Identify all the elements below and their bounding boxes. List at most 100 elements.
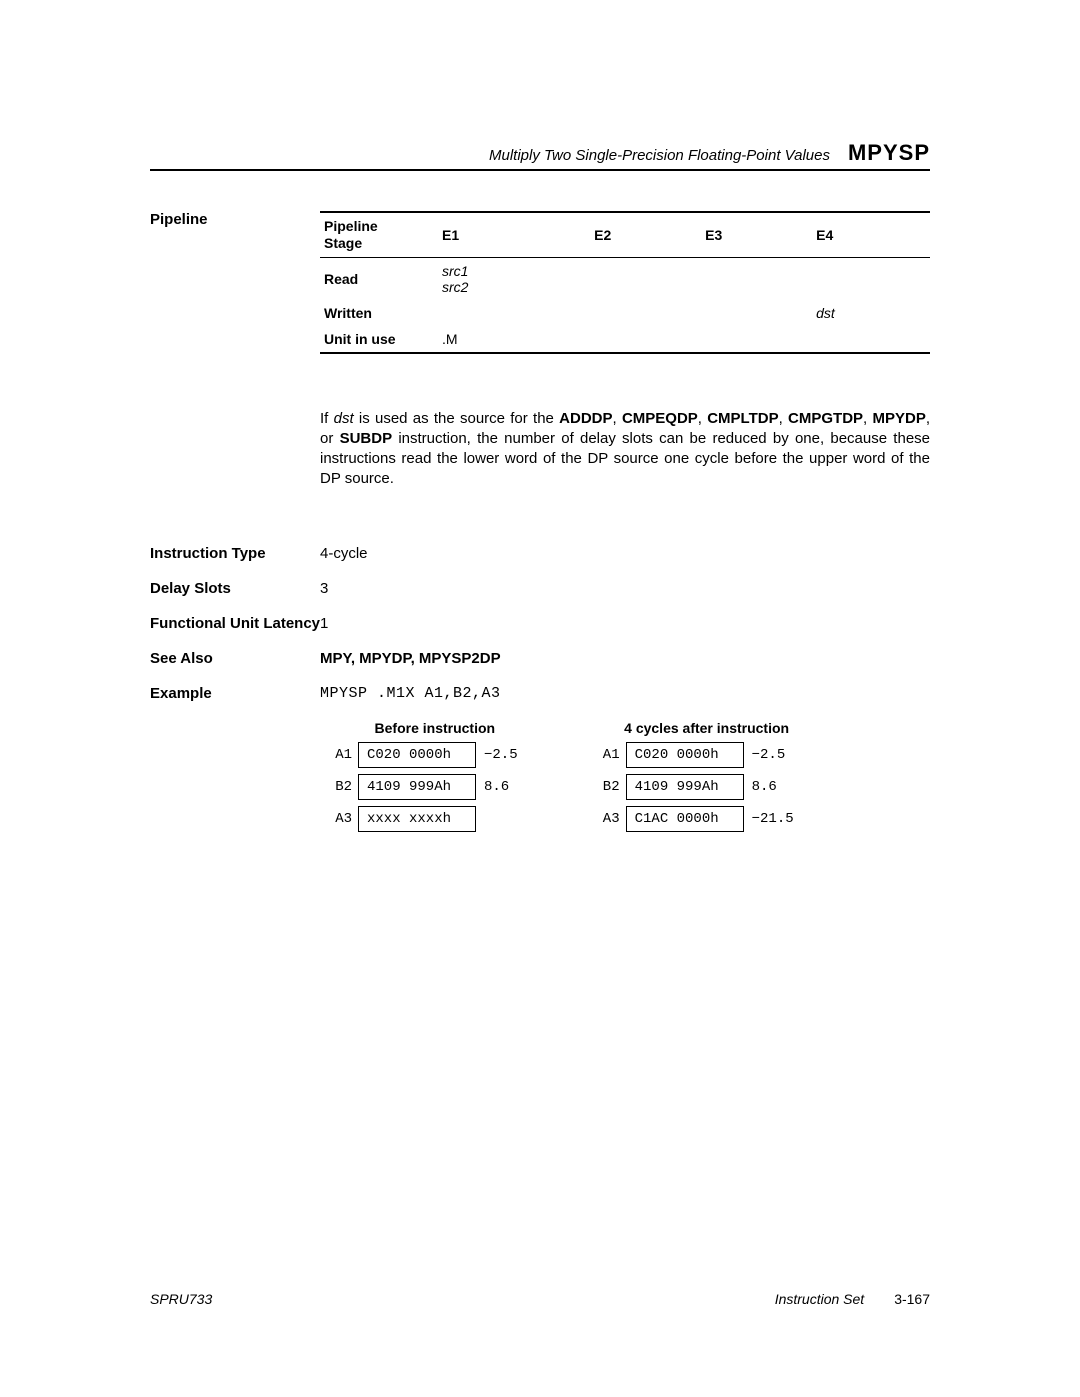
col-e4: E4 (812, 212, 930, 257)
pipeline-section: Pipeline PipelineStage E1 E2 E3 E4 (150, 211, 930, 490)
reg-hex: C1AC 0000h (626, 806, 744, 832)
reg-hex: 4109 999Ah (626, 774, 744, 800)
spec-value: 3 (320, 580, 930, 597)
page-footer: SPRU733 Instruction Set 3-167 (150, 1291, 930, 1307)
reg-row: A3 C1AC 0000h −21.5 (588, 806, 794, 832)
footer-set: Instruction Set (775, 1291, 865, 1307)
example-tables-inner: Before instruction A1 C020 0000h −2.5 B2… (320, 702, 930, 838)
text: CMPLTDP (707, 410, 778, 427)
reg-row: A3 xxxx xxxxh (320, 806, 518, 832)
spec-row: Delay Slots 3 (150, 580, 930, 597)
spec-row: Functional Unit Latency 1 (150, 615, 930, 632)
specs: Instruction Type 4-cycle Delay Slots 3 F… (150, 545, 930, 838)
reg-name: B2 (320, 779, 358, 795)
example-wrap: Before instruction A1 C020 0000h −2.5 B2… (320, 720, 930, 838)
reg-val: −2.5 (744, 747, 786, 763)
cell: dst (812, 300, 930, 326)
cell (438, 300, 590, 326)
spec-value: MPY, MPYDP, MPYSP2DP (320, 650, 930, 667)
text: , (698, 410, 707, 427)
example-tables: Before instruction A1 C020 0000h −2.5 B2… (150, 702, 930, 838)
reg-hex: C020 0000h (358, 742, 476, 768)
spec-row: Instruction Type 4-cycle (150, 545, 930, 562)
spec-value: 4-cycle (320, 545, 930, 562)
header-mnemonic: MPYSP (848, 140, 930, 166)
reg-val: −2.5 (476, 747, 518, 763)
row-label: Written (320, 300, 438, 326)
example-title: 4 cycles after instruction (588, 720, 794, 736)
text: , (779, 410, 788, 427)
spec-label: Example (150, 685, 320, 702)
row-label: Read (320, 257, 438, 300)
col-e1: E1 (438, 212, 590, 257)
example-after: 4 cycles after instruction A1 C020 0000h… (588, 720, 794, 838)
text: , (613, 410, 622, 427)
page: Multiply Two Single-Precision Floating-P… (0, 0, 1080, 1397)
paragraph: If dst is used as the source for the ADD… (320, 409, 930, 490)
cell (701, 326, 812, 353)
cell (812, 257, 930, 300)
text: CMPEQDP (622, 410, 698, 427)
cell: .M (438, 326, 590, 353)
cell-text: dst (816, 305, 835, 321)
cell (590, 257, 701, 300)
text: CMPGTDP (788, 410, 863, 427)
cell-text: src1 (442, 263, 468, 279)
reg-val: −21.5 (744, 811, 794, 827)
spec-value: MPYSP .M1X A1,B2,A3 (320, 685, 930, 702)
spec-row: See Also MPY, MPYDP, MPYSP2DP (150, 650, 930, 667)
content: Pipeline PipelineStage E1 E2 E3 E4 (150, 211, 930, 838)
reg-name: A3 (320, 811, 358, 827)
col-e2: E2 (590, 212, 701, 257)
reg-name: A3 (588, 811, 626, 827)
col-stage: PipelineStage (320, 212, 438, 257)
row-label: Unit in use (320, 326, 438, 353)
spec-value: 1 (320, 615, 930, 632)
text: instruction, the number of delay slots c… (320, 430, 930, 488)
reg-row: A1 C020 0000h −2.5 (588, 742, 794, 768)
cell (812, 326, 930, 353)
table-row: Read src1src2 (320, 257, 930, 300)
reg-row: A1 C020 0000h −2.5 (320, 742, 518, 768)
spec-label: Delay Slots (150, 580, 320, 597)
text: ADDDP (559, 410, 612, 427)
pipeline-table: PipelineStage E1 E2 E3 E4 Read src1src2 (320, 211, 930, 354)
cell-text: src2 (442, 279, 468, 295)
reg-name: A1 (320, 747, 358, 763)
cell (701, 300, 812, 326)
example-before: Before instruction A1 C020 0000h −2.5 B2… (320, 720, 518, 838)
cell: src1src2 (438, 257, 590, 300)
text: is used as the source for the (354, 410, 560, 427)
footer-right: Instruction Set 3-167 (775, 1291, 930, 1307)
reg-row: B2 4109 999Ah 8.6 (320, 774, 518, 800)
reg-hex: 4109 999Ah (358, 774, 476, 800)
footer-doc: SPRU733 (150, 1291, 212, 1307)
reg-val: 8.6 (744, 779, 777, 795)
cell (701, 257, 812, 300)
spec-label: Functional Unit Latency (150, 615, 320, 632)
text: If (320, 410, 334, 427)
page-header: Multiply Two Single-Precision Floating-P… (150, 140, 930, 171)
table-row: Written dst (320, 300, 930, 326)
footer-page: 3-167 (894, 1291, 930, 1307)
reg-val: 8.6 (476, 779, 509, 795)
pipeline-label: Pipeline (150, 211, 320, 228)
header-subtitle: Multiply Two Single-Precision Floating-P… (489, 147, 830, 164)
cell (590, 300, 701, 326)
spec-row: Example MPYSP .M1X A1,B2,A3 (150, 685, 930, 702)
example-title: Before instruction (320, 720, 518, 736)
reg-row: B2 4109 999Ah 8.6 (588, 774, 794, 800)
text: MPYDP (872, 410, 925, 427)
spec-label: Instruction Type (150, 545, 320, 562)
text: dst (334, 410, 354, 427)
col-e3: E3 (701, 212, 812, 257)
spec-label: See Also (150, 650, 320, 667)
text: SUBDP (340, 430, 393, 447)
reg-hex: xxxx xxxxh (358, 806, 476, 832)
reg-hex: C020 0000h (626, 742, 744, 768)
reg-name: B2 (588, 779, 626, 795)
reg-name: A1 (588, 747, 626, 763)
pipeline-table-wrap: PipelineStage E1 E2 E3 E4 Read src1src2 (320, 211, 930, 490)
cell (590, 326, 701, 353)
table-row: Unit in use .M (320, 326, 930, 353)
